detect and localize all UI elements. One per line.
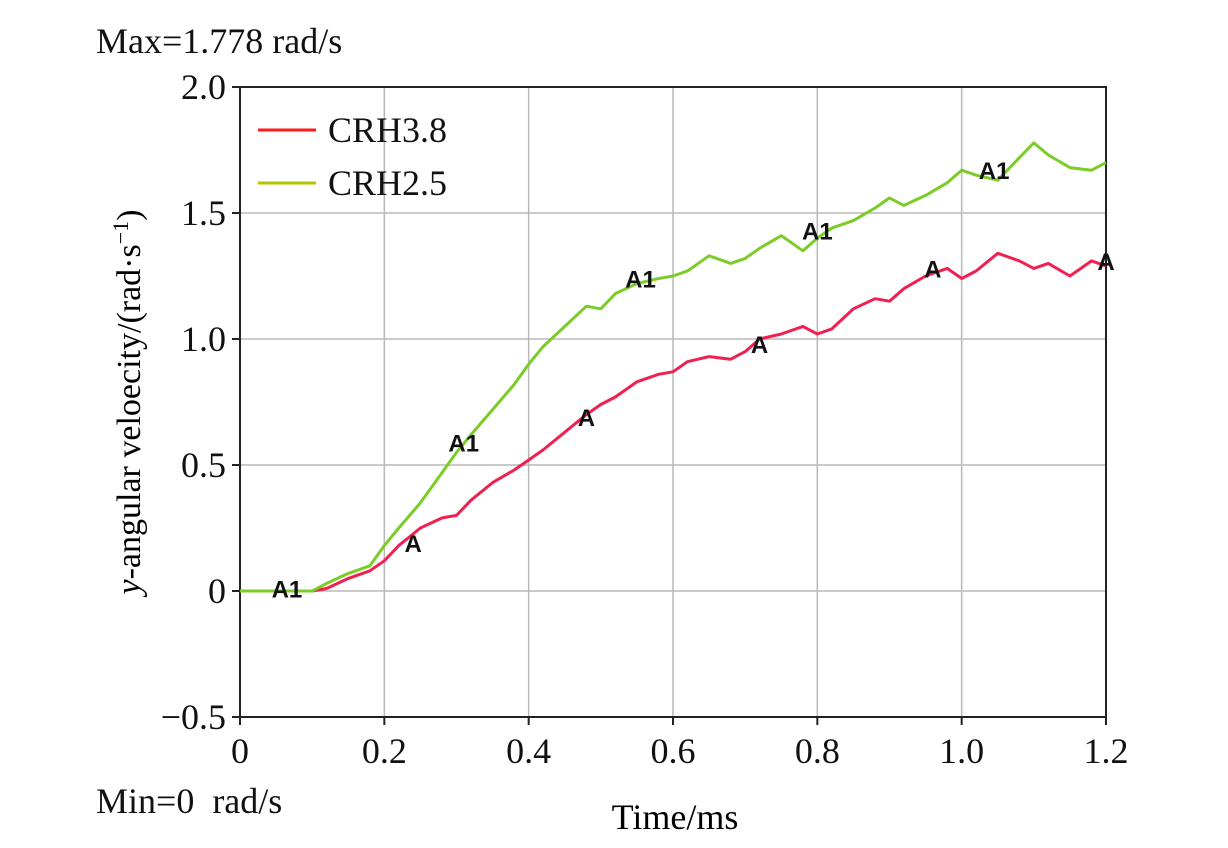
y-tick-label: 1.5: [181, 193, 226, 233]
max-value-label: Max=1.778 rad/s: [96, 21, 343, 61]
y-axis-title-close: ): [111, 210, 148, 221]
series-layer: [240, 141, 1107, 593]
y-tick-label: 0.5: [181, 445, 226, 485]
x-axis-title: Time/ms: [612, 797, 739, 837]
series-line-crh25: [240, 141, 1107, 593]
series-marker-label-crh25: A1: [979, 158, 1010, 185]
y-tick-label: −0.5: [161, 697, 226, 737]
y-tick-label: 2.0: [181, 67, 226, 107]
series-marker-label-crh38: A: [1097, 249, 1114, 276]
grid-lines: [239, 86, 1107, 718]
series-marker-label-crh25: A1: [802, 219, 833, 246]
x-axis: 0 0.2 0.4 0.6 0.8 1.0 1.2: [231, 717, 1129, 771]
series-marker-label-crh38: A: [924, 256, 941, 283]
y-tick-label: 1.0: [181, 319, 226, 359]
series-marker-label-crh38: A: [578, 405, 595, 432]
legend: CRH3.8 CRH2.5: [258, 110, 447, 203]
x-tick-label: 0: [231, 731, 249, 771]
y-axis-title-text: -angular veloecity/(rad·s: [111, 244, 148, 579]
series-marker-label-crh25: A1: [448, 430, 479, 457]
y-axis: −0.5 0 0.5 1.0 1.5 2.0: [161, 67, 240, 737]
legend-label-crh38: CRH3.8: [328, 110, 447, 150]
x-tick-label: 0.6: [651, 731, 696, 771]
x-tick-label: 0.2: [362, 731, 407, 771]
x-tick-label: 1.0: [939, 731, 984, 771]
series-marker-label-crh38: A: [751, 332, 768, 359]
x-tick-label: 0.8: [795, 731, 840, 771]
series-marker-label-crh25: A1: [625, 267, 656, 294]
series-line-crh38: [240, 251, 1107, 593]
series-marker-label-crh38: A: [405, 531, 422, 558]
legend-label-crh25: CRH2.5: [328, 163, 447, 203]
y-axis-title-variable: y: [111, 578, 148, 597]
min-value-label: Min=0 rad/s: [96, 781, 283, 821]
y-tick-label: 0: [208, 571, 226, 611]
y-axis-title: y-angular veloecity/(rad·s−1): [108, 210, 148, 598]
marker-label-layer: A A A A A A1 A1 A1 A1 A1: [272, 158, 1115, 603]
series-marker-label-crh25: A1: [272, 576, 303, 603]
x-tick-label: 1.2: [1084, 731, 1129, 771]
y-axis-title-exponent: −1: [108, 221, 133, 244]
x-tick-label: 0.4: [506, 731, 551, 771]
